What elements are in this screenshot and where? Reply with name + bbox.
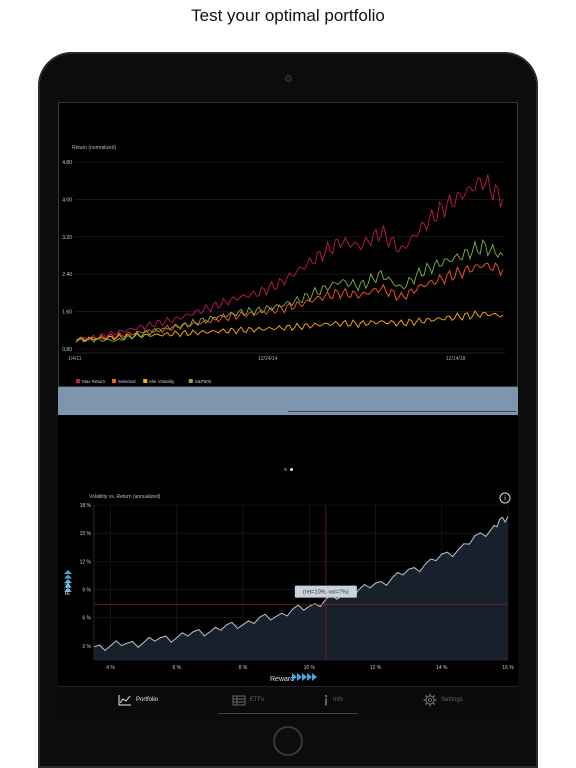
chart-icon [118,695,131,706]
tab-etfs-label: ETFs [249,697,265,703]
x-tick-label: 16 % [502,665,514,671]
y-tick-label: 3.20 [62,235,72,241]
y-tick-label: 2.40 [62,272,72,278]
x-tick-label: 12/24/14 [258,356,278,362]
series-line-selected [75,262,504,342]
tab-info-label: Info [332,697,343,703]
y-tick-label: 0.80 [62,347,72,353]
x-tick-label: 14 % [436,665,448,671]
y-tick-label: 1.60 [62,310,72,316]
tab-bar: Portfolio ETFs Info Settings [58,686,518,717]
y-tick-label: 4.80 [62,160,72,166]
risk-arrow-chevron [64,579,72,583]
reward-arrow-chevron [312,673,317,681]
legend-swatch [76,379,80,383]
tab-settings-label: Settings [441,697,463,703]
home-indicator [218,713,358,714]
tab-info[interactable]: Info [293,687,373,713]
risk-arrow-chevron [64,574,72,579]
volatility-chart-title: Volatility vs. Return (annualized) [89,494,161,500]
tab-settings[interactable]: Settings [398,687,488,713]
legend-swatch [188,379,193,383]
reward-arrow-icon [292,673,317,681]
reward-arrow-chevron [297,673,302,681]
return-chart-title: Return (normalized) [72,145,117,151]
x-tick-label: 10 % [304,665,316,671]
y-tick-label: 3 % [82,644,91,650]
y-tick-label: 18 % [80,503,92,509]
series-line-max-return [75,174,504,342]
tooltip-text: (ret=10%, vol=7%) [303,590,349,596]
x-tick-label: 12/14/18 [446,356,466,362]
legend-label: Min Volatility [149,379,175,384]
reward-arrow-chevron [292,673,297,681]
camera-icon [285,75,292,82]
app-screen: Return (normalized) 4.80 4.00 3.20 2.40 1.60… [58,102,518,717]
tooltip-box [294,585,357,598]
tab-portfolio-label: Portfolio [135,697,158,703]
gear-icon [423,693,437,707]
legend-label: S&P500 [195,379,212,384]
volatility-chart[interactable]: Volatility vs. Return (annualized) i 18 … [58,490,518,690]
risk-arrow-chevron [64,583,72,588]
y-tick-label: 6 % [82,616,91,622]
reward-axis-label: Reward [270,676,294,683]
x-tick-label: 8 % [239,665,248,671]
legend-label: Selected [118,379,136,384]
risk-arrow-chevron [64,588,72,592]
reward-arrow-chevron [307,673,312,681]
page-dot-active[interactable] [290,468,293,471]
legend-swatch [112,379,116,383]
table-icon [232,695,246,705]
page-dot[interactable] [284,468,287,471]
page-dots [284,468,296,472]
info-button-circle[interactable] [499,492,511,504]
y-tick-label: 15 % [80,531,92,537]
x-tick-label: 6 % [172,665,181,671]
efficient-frontier-area [94,516,508,660]
info-button-glyph[interactable]: i [504,496,506,503]
risk-arrow-icon [64,570,72,592]
headline: Test your optimal portfolio [191,6,385,25]
legend-label: Max Return [82,379,106,384]
x-tick-label: 4 % [106,665,115,671]
y-tick-label: 9 % [82,588,91,594]
home-button[interactable] [273,726,303,756]
y-tick-label: 4.00 [62,197,72,203]
reward-arrow-chevron [302,673,307,681]
x-tick-label: 1/4/11 [68,356,82,362]
risk-axis-label: Risk [65,581,72,595]
return-chart[interactable]: Return (normalized) 4.80 4.00 3.20 2.40 1.60… [58,102,518,392]
series-line-min-volatility [75,310,504,343]
x-tick-label: 12 % [370,665,382,671]
series-line-s-p500 [75,238,504,343]
info-button[interactable]: i [499,492,511,504]
legend-swatch [143,379,148,383]
y-tick-label: 12 % [80,559,92,565]
tab-etfs[interactable]: ETFs [198,687,298,713]
range-selector[interactable] [58,387,518,415]
range-selector-handle[interactable] [288,411,516,412]
info-icon [324,694,328,706]
risk-arrow-chevron [64,570,72,574]
tab-portfolio[interactable]: Portfolio [88,687,188,713]
efficient-frontier-line [93,516,509,652]
